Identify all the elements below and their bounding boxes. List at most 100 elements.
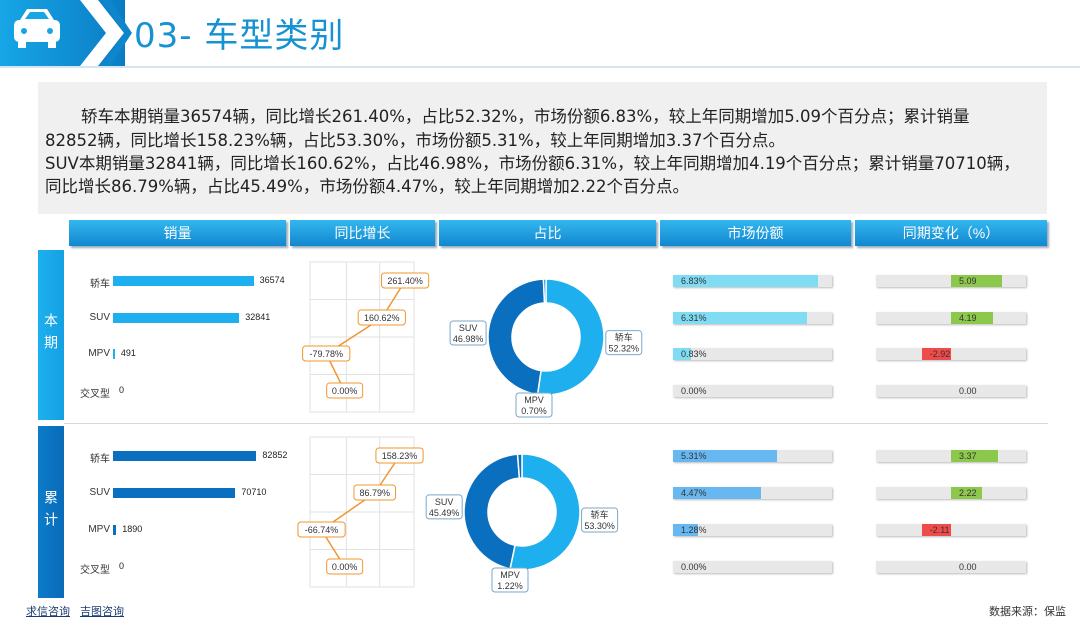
change-track: -2.11 — [876, 524, 1026, 536]
donut-category-label: MPV — [524, 395, 544, 405]
summary-box: 轿车本期销量36574辆，同比增长261.40%，占比52.32%，市场份额6.… — [38, 82, 1047, 214]
category-label: SUV — [89, 487, 110, 498]
market-share-track: 6.31% — [673, 312, 832, 324]
sales-bar-value: 0 — [119, 561, 125, 571]
sales-bar-value: 32841 — [245, 312, 271, 322]
market-share-bar — [673, 487, 761, 499]
donut-value-label: 53.30% — [584, 521, 615, 531]
donut-label-box — [491, 567, 529, 593]
change-value: 2.22 — [959, 488, 977, 498]
sales-bar-value: 491 — [120, 348, 136, 358]
change-value: 0.00 — [959, 562, 977, 572]
footer-link-2[interactable]: 吉图咨询 — [80, 606, 124, 618]
car-icon — [14, 9, 60, 48]
summary-line-2: 82852辆，同比增长158.23%辆，占比53.30%，市场份额5.31%，较… — [45, 131, 785, 150]
yoy-label-box — [302, 345, 351, 362]
market-share-track: 0.00% — [673, 385, 832, 397]
donut-category-label: 轿车 — [591, 509, 609, 520]
donut-value-label: 46.98% — [453, 334, 484, 344]
donut-value-label: 52.32% — [609, 344, 640, 354]
market-share-value: 1.28% — [681, 525, 707, 535]
change-bar — [951, 275, 1002, 287]
yoy-label: -66.74% — [305, 525, 339, 535]
category-label: 轿车 — [90, 454, 110, 465]
sales-bar — [113, 525, 117, 535]
yoy-label: 261.40% — [387, 276, 423, 286]
donut-value-label: 45.49% — [429, 508, 460, 518]
sales-bar-value: 70710 — [241, 487, 267, 497]
change-bar — [921, 348, 951, 360]
donut-category-label: SUV — [459, 323, 478, 333]
donut-value-label: 1.22% — [497, 581, 523, 591]
change-bar — [951, 312, 993, 324]
change-value: 3.37 — [959, 451, 977, 461]
column-header-market-share: 市场份额 — [660, 220, 851, 246]
sales-bar-value: 36574 — [259, 275, 285, 285]
donut-category-label: MPV — [500, 570, 520, 580]
donut-label-box — [449, 320, 487, 346]
yoy-label-box — [375, 447, 424, 464]
market-share-value: 0.00% — [681, 562, 707, 572]
column-header-yoy: 同比增长 — [290, 220, 435, 246]
change-track: 0.00 — [876, 385, 1026, 397]
change-bar — [921, 524, 951, 536]
market-share-track: 1.28% — [673, 524, 832, 536]
market-share-bar — [673, 275, 818, 287]
change-track: 2.22 — [876, 487, 1026, 499]
market-share-value: 0.00% — [681, 386, 707, 396]
sales-bar — [113, 313, 240, 323]
donut-slice — [542, 278, 547, 304]
market-share-track: 0.00% — [673, 561, 832, 573]
sales-bar-value: 82852 — [262, 450, 288, 460]
market-share-value: 5.31% — [681, 451, 707, 461]
sales-bar-value: 1890 — [122, 524, 143, 534]
change-track: 0.00 — [876, 561, 1026, 573]
market-share-value: 4.47% — [681, 488, 707, 498]
change-value: -2.92 — [929, 349, 951, 359]
header-divider — [0, 66, 1080, 68]
donut-slice — [463, 453, 521, 570]
donut-category-label: 轿车 — [615, 332, 633, 343]
summary-line-1: 轿车本期销量36574辆，同比增长261.40%，占比52.32%，市场份额6.… — [81, 107, 970, 126]
change-value: 4.19 — [959, 313, 977, 323]
change-track: -2.92 — [876, 348, 1026, 360]
yoy-label-box — [326, 558, 364, 575]
category-label: 轿车 — [90, 279, 110, 290]
yoy-label-box — [357, 309, 406, 326]
yoy-line-chart: 261.40% 160.62% -79.78% 0.00% — [302, 261, 430, 413]
market-share-bar — [673, 312, 807, 324]
header-chevrons — [80, 0, 132, 66]
section-label-cumulative: 累计 — [38, 426, 64, 598]
change-track: 4.19 — [876, 312, 1026, 324]
market-share-track: 5.31% — [673, 450, 832, 462]
yoy-label-box — [353, 484, 397, 501]
donut-slice — [516, 453, 523, 479]
market-share-bar — [673, 450, 778, 462]
donut-slice — [536, 278, 605, 396]
donut-label-box — [515, 392, 553, 418]
yoy-label-box — [326, 382, 364, 399]
column-header-sales: 销量 — [69, 220, 286, 246]
footer-link-1[interactable]: 求信咨询 — [26, 606, 70, 618]
change-bar — [951, 450, 998, 462]
change-track: 3.37 — [876, 450, 1026, 462]
yoy-label-box — [380, 272, 430, 289]
change-value: 5.09 — [959, 276, 977, 286]
data-source: 数据来源：保监 — [989, 606, 1066, 618]
yoy-line-chart: 158.23% 86.79% -66.74% 0.00% — [297, 436, 424, 588]
category-label: SUV — [89, 312, 110, 323]
donut-label-box — [425, 494, 463, 520]
market-share-track: 0.83% — [673, 348, 832, 360]
donut-category-label: SUV — [435, 497, 454, 507]
donut-label-box — [605, 330, 643, 356]
yoy-line — [325, 280, 406, 392]
category-label: 交叉型 — [80, 389, 110, 400]
change-value: -2.11 — [929, 525, 950, 535]
change-value: 0.00 — [959, 386, 977, 396]
market-share-bar — [673, 348, 691, 360]
market-share-track: 4.47% — [673, 487, 832, 499]
section-label-current: 本期 — [38, 250, 64, 420]
category-label: MPV — [88, 524, 110, 535]
yoy-label: 160.62% — [364, 313, 400, 323]
